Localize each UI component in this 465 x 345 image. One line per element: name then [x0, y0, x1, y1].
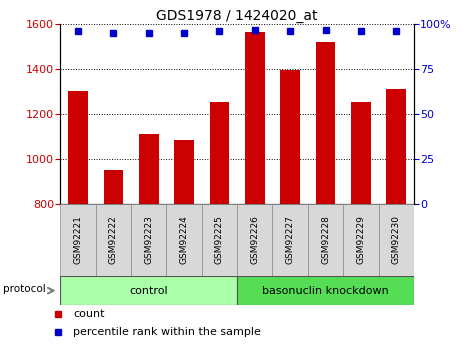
Text: GSM92221: GSM92221 — [73, 215, 83, 264]
Text: GSM92228: GSM92228 — [321, 215, 330, 264]
Bar — [308, 204, 343, 276]
Text: GSM92222: GSM92222 — [109, 215, 118, 264]
Title: GDS1978 / 1424020_at: GDS1978 / 1424020_at — [156, 9, 318, 23]
Bar — [131, 204, 166, 276]
Bar — [316, 42, 335, 204]
Bar — [386, 89, 406, 204]
Bar — [351, 101, 371, 204]
Bar — [245, 32, 265, 204]
Text: GSM92230: GSM92230 — [392, 215, 401, 264]
Bar — [104, 170, 123, 204]
Bar — [166, 204, 202, 276]
Bar — [272, 204, 308, 276]
Text: count: count — [73, 309, 105, 319]
Text: GSM92227: GSM92227 — [286, 215, 295, 264]
Bar — [174, 140, 194, 204]
Text: percentile rank within the sample: percentile rank within the sample — [73, 327, 261, 337]
Bar — [210, 101, 229, 204]
Bar — [60, 204, 96, 276]
Bar — [379, 204, 414, 276]
Bar — [139, 134, 159, 204]
Text: control: control — [129, 286, 168, 296]
Text: GSM92225: GSM92225 — [215, 215, 224, 264]
Bar — [237, 276, 414, 305]
Bar — [68, 91, 88, 204]
Text: GSM92224: GSM92224 — [179, 215, 189, 264]
Bar — [60, 276, 237, 305]
Bar — [96, 204, 131, 276]
Text: GSM92229: GSM92229 — [356, 215, 365, 264]
Text: GSM92223: GSM92223 — [144, 215, 153, 264]
Bar — [343, 204, 379, 276]
Text: basonuclin knockdown: basonuclin knockdown — [262, 286, 389, 296]
Text: protocol: protocol — [3, 284, 46, 294]
Bar — [202, 204, 237, 276]
Bar — [280, 70, 300, 204]
Text: GSM92226: GSM92226 — [250, 215, 259, 264]
Bar — [237, 204, 272, 276]
